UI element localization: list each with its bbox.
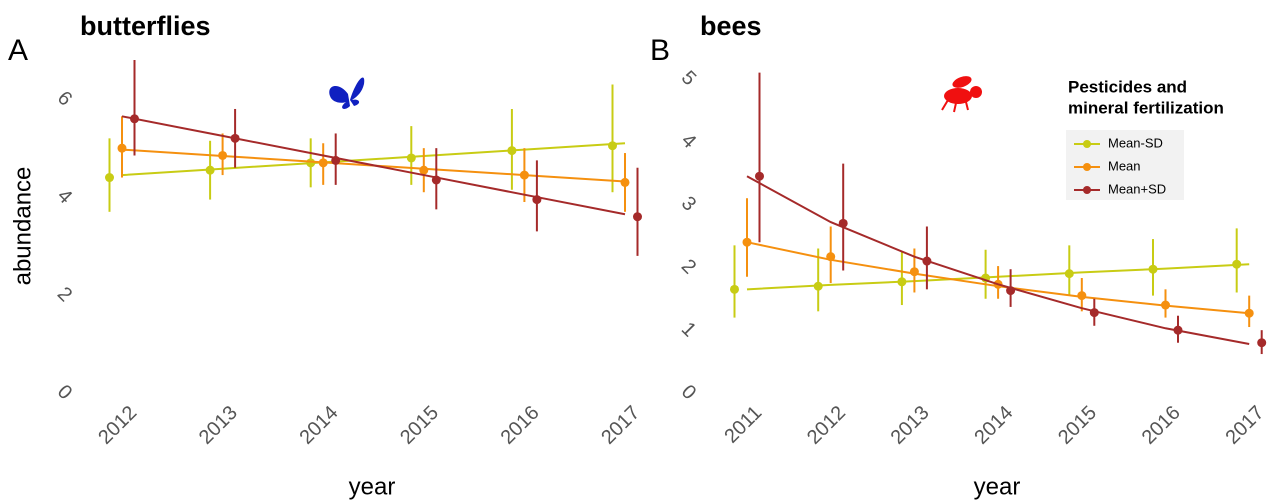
legend-title: Pesticides and [1068,77,1187,96]
y-tick-label: 6 [53,87,76,110]
point [742,237,752,247]
point [230,133,240,143]
point [922,256,932,266]
point [1257,338,1267,348]
point [1077,291,1087,301]
point [1064,269,1074,279]
x-axis-label: year [974,473,1021,500]
point [1244,308,1254,318]
y-tick-label: 0 [53,381,76,404]
x-tick-label: 2017 [1221,402,1268,449]
fit-line [121,142,626,177]
point [431,175,441,185]
point [755,171,764,181]
x-tick-label: 2012 [803,402,850,449]
point [1232,259,1242,269]
y-tick-label: 1 [677,318,700,341]
fit-line [746,175,1250,345]
chart-title: bees [700,11,762,41]
legend-label: Mean [1108,158,1141,173]
point [608,141,617,151]
point [620,177,630,187]
x-tick-label: 2013 [195,402,242,449]
x-tick-label: 2015 [1054,402,1101,449]
x-tick-label: 2016 [497,402,544,449]
point [1089,308,1099,318]
y-tick-label: 3 [677,192,700,215]
legend-key [1083,140,1091,148]
point [218,150,228,160]
x-tick-label: 2014 [295,402,342,449]
y-tick-label: 2 [677,255,700,278]
point [105,173,114,183]
panel-label: A [8,34,28,67]
legend-label: Mean+SD [1108,181,1166,196]
legend-key [1083,163,1091,171]
point [306,158,316,168]
point [838,218,848,228]
y-tick-label: 4 [677,129,700,152]
point [205,165,215,175]
y-tick-label: 4 [53,185,76,208]
point [1173,325,1183,335]
x-tick-label: 2016 [1138,402,1185,449]
point [318,158,328,168]
point [826,252,836,262]
point [406,153,416,163]
y-tick-label: 2 [53,283,76,306]
point [130,114,139,124]
x-tick-label: 2012 [94,402,141,449]
butterfly-icon [329,77,365,109]
bee-icon [941,76,982,113]
point [1006,286,1016,296]
point [633,212,642,222]
point [909,267,919,277]
y-tick-label: 5 [677,67,700,90]
point [419,165,429,175]
point [532,195,542,205]
legend-title: mineral fertilization [1068,98,1224,117]
chart-title: butterflies [80,11,211,41]
fit-line [121,115,626,216]
point [730,284,739,294]
x-axis-label: year [349,473,396,500]
point [117,143,127,153]
point [897,277,907,287]
legend-label: Mean-SD [1108,135,1163,150]
point [507,146,517,156]
x-tick-label: 2011 [720,402,766,448]
x-tick-label: 2017 [597,402,644,449]
point [813,281,823,291]
x-tick-label: 2015 [396,402,443,449]
legend-key [1083,186,1091,194]
point [331,155,341,165]
y-tick-label: 0 [677,381,700,404]
panel-label: B [650,34,670,67]
x-tick-label: 2014 [970,402,1017,449]
point [519,170,529,180]
y-axis-label: abundance [9,167,36,286]
point [1161,300,1170,310]
x-tick-label: 2013 [887,402,934,449]
point [1148,264,1158,274]
